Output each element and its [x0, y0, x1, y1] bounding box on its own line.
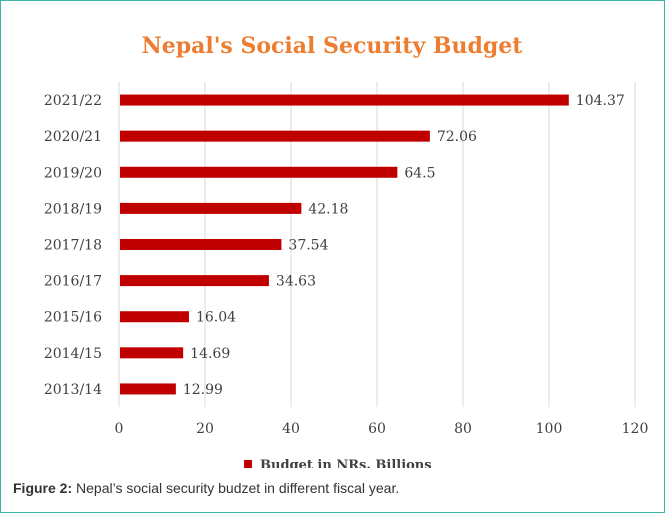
category-label: 2020/21 — [44, 129, 102, 145]
category-label: 2017/18 — [44, 238, 102, 254]
data-label: 104.37 — [576, 93, 625, 109]
legend-label: Budget in NRs. Billions — [260, 458, 432, 468]
x-tick-label: 80 — [454, 421, 472, 437]
data-label: 14.69 — [190, 346, 230, 362]
bar — [120, 94, 569, 106]
category-label: 2015/16 — [44, 310, 102, 326]
chart-container: Nepal's Social Security Budget 0 20 40 60 80 1… — [2, 2, 663, 468]
bar — [120, 347, 184, 359]
bar — [120, 239, 282, 250]
bar — [120, 275, 269, 287]
category-label: 2021/22 — [44, 93, 102, 109]
x-tick-label: 40 — [282, 421, 300, 437]
data-label: 12.99 — [183, 382, 223, 398]
figure-caption: Figure 2: Nepal’s social security budzet… — [13, 480, 399, 496]
x-tick-label: 100 — [536, 421, 563, 437]
chart-title: Nepal's Social Security Budget — [142, 33, 524, 59]
x-tick-label: 20 — [196, 421, 214, 437]
data-label: 37.54 — [288, 238, 328, 254]
bar-chart: Nepal's Social Security Budget 0 20 40 60 80 1… — [44, 33, 649, 468]
data-label: 64.5 — [404, 165, 435, 181]
category-label: 2018/19 — [44, 201, 102, 217]
category-label: 2016/17 — [44, 274, 102, 290]
x-tick-label: 120 — [622, 421, 649, 437]
bar — [120, 202, 302, 214]
data-label: 16.04 — [196, 310, 236, 326]
bar — [120, 311, 189, 323]
category-label: 2013/14 — [44, 382, 102, 398]
x-tick-label: 60 — [368, 421, 386, 437]
data-label: 34.63 — [276, 274, 316, 290]
data-label: 72.06 — [437, 129, 477, 145]
category-label: 2019/20 — [44, 165, 102, 181]
data-label: 42.18 — [308, 201, 348, 217]
bar — [120, 166, 398, 178]
x-tick-label: 0 — [115, 421, 124, 437]
legend-swatch — [244, 460, 252, 468]
caption-label: Figure 2: — [13, 480, 73, 496]
caption-text: Nepal’s social security budzet in differ… — [72, 480, 400, 496]
bar — [120, 130, 430, 142]
category-label: 2014/15 — [44, 346, 102, 362]
bar — [120, 383, 176, 395]
